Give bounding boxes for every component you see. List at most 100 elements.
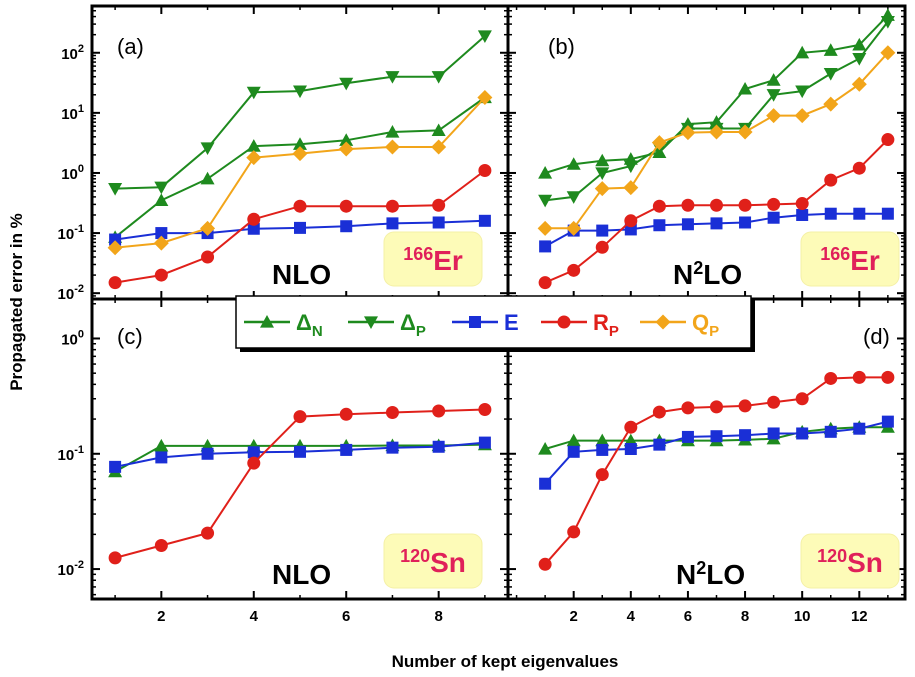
data-point-RP bbox=[108, 276, 122, 290]
data-point-QP bbox=[338, 141, 354, 157]
data-point-E bbox=[432, 216, 445, 229]
data-point-QP bbox=[794, 108, 810, 124]
data-point-QP bbox=[708, 124, 724, 140]
series-RP bbox=[108, 403, 492, 565]
data-point-RP bbox=[108, 551, 122, 565]
data-point-QP bbox=[594, 181, 610, 197]
data-point-RP bbox=[154, 268, 168, 282]
legend-marker-dP bbox=[364, 316, 378, 329]
series-line-dP bbox=[115, 35, 486, 190]
data-point-E bbox=[824, 207, 837, 220]
data-point-dP bbox=[852, 52, 867, 66]
data-point-E bbox=[478, 214, 491, 227]
data-point-dP bbox=[623, 160, 638, 174]
data-point-dN bbox=[738, 81, 753, 95]
data-point-RP bbox=[852, 161, 866, 175]
data-point-RP bbox=[567, 263, 581, 277]
panel-label: (a) bbox=[117, 34, 144, 59]
series-E bbox=[539, 415, 894, 490]
order-label: N2LO bbox=[673, 258, 742, 290]
data-point-E bbox=[653, 438, 666, 451]
data-point-RP bbox=[339, 407, 353, 421]
data-point-RP bbox=[767, 395, 781, 409]
legend-item-RP: RP bbox=[541, 310, 619, 340]
series-line-dN bbox=[114, 96, 486, 239]
legend-item-QP: QP bbox=[640, 310, 719, 340]
x-tick-label: 2 bbox=[157, 608, 165, 625]
data-point-dN bbox=[566, 157, 581, 170]
data-point-dP bbox=[200, 142, 215, 156]
data-point-E bbox=[478, 436, 491, 449]
panel-label: (c) bbox=[117, 324, 143, 349]
data-point-dP bbox=[880, 16, 895, 29]
x-tick-label: 8 bbox=[741, 608, 749, 625]
nucleus-badge bbox=[383, 533, 483, 589]
data-point-RP bbox=[293, 199, 307, 213]
data-point-QP bbox=[200, 220, 216, 236]
data-point-dN bbox=[293, 137, 307, 150]
data-point-dN bbox=[200, 171, 215, 185]
data-point-dP bbox=[595, 167, 610, 180]
order-label: NLO bbox=[272, 259, 331, 290]
x-axis-title: Number of kept eigenvalues bbox=[392, 652, 619, 671]
panel-label: (d) bbox=[863, 324, 890, 349]
data-point-QP bbox=[880, 45, 896, 61]
data-point-RP bbox=[624, 420, 638, 434]
data-point-dN bbox=[538, 442, 553, 455]
data-point-E bbox=[247, 222, 260, 235]
data-point-QP bbox=[477, 90, 493, 106]
data-point-QP bbox=[107, 240, 123, 256]
panel-b: (b) N2LO 166Er bbox=[506, 4, 907, 301]
data-point-QP bbox=[651, 135, 667, 151]
data-point-QP bbox=[766, 108, 782, 124]
legend-label: E bbox=[504, 310, 519, 335]
series-RP bbox=[108, 163, 492, 290]
data-point-E bbox=[767, 211, 780, 224]
data-point-RP bbox=[201, 526, 215, 540]
data-point-dN bbox=[538, 165, 553, 179]
data-point-dN bbox=[385, 125, 400, 138]
series-QP bbox=[107, 90, 493, 256]
data-point-dP bbox=[339, 77, 354, 91]
panel-label: (b) bbox=[548, 34, 575, 59]
series-E bbox=[109, 214, 491, 246]
data-point-dN bbox=[766, 73, 781, 86]
series-dN bbox=[538, 8, 895, 179]
data-point-E bbox=[681, 218, 694, 231]
y-tick-label: 10-2 bbox=[58, 283, 84, 303]
data-point-RP bbox=[881, 133, 895, 147]
y-tick-label: 100 bbox=[61, 328, 84, 348]
nucleus-label: 166Er bbox=[403, 244, 463, 276]
data-point-E bbox=[155, 451, 168, 464]
data-point-RP bbox=[709, 198, 723, 212]
data-point-QP bbox=[153, 235, 169, 251]
data-point-QP bbox=[292, 146, 308, 162]
legend: ΔN ΔP E RP QP bbox=[235, 295, 755, 352]
data-point-dN bbox=[823, 43, 838, 56]
data-point-dN bbox=[595, 433, 610, 447]
legend-item-dN: ΔN bbox=[244, 310, 323, 340]
data-point-E bbox=[681, 430, 694, 443]
data-point-dP bbox=[154, 181, 169, 195]
data-point-RP bbox=[154, 539, 168, 553]
nucleus-badge bbox=[800, 533, 900, 589]
series-dP bbox=[538, 16, 895, 208]
y-axis-title: Propagated error in % bbox=[7, 213, 26, 391]
x-tick-label: 6 bbox=[684, 608, 692, 625]
data-point-dP bbox=[246, 86, 261, 100]
legend-item-dP: ΔP bbox=[348, 310, 426, 340]
data-point-RP bbox=[652, 199, 666, 213]
data-point-RP bbox=[852, 370, 866, 384]
data-point-RP bbox=[595, 468, 609, 482]
data-point-RP bbox=[624, 214, 638, 228]
data-point-dP bbox=[766, 89, 781, 102]
data-point-RP bbox=[385, 199, 399, 213]
data-point-dN bbox=[431, 123, 446, 137]
y-tick-label: 100 bbox=[61, 163, 84, 183]
data-point-RP bbox=[681, 401, 695, 415]
y-tick-label: 102 bbox=[61, 43, 84, 63]
x-tick-label: 2 bbox=[570, 608, 578, 625]
order-label: N2LO bbox=[676, 558, 745, 590]
data-point-QP bbox=[851, 76, 867, 92]
